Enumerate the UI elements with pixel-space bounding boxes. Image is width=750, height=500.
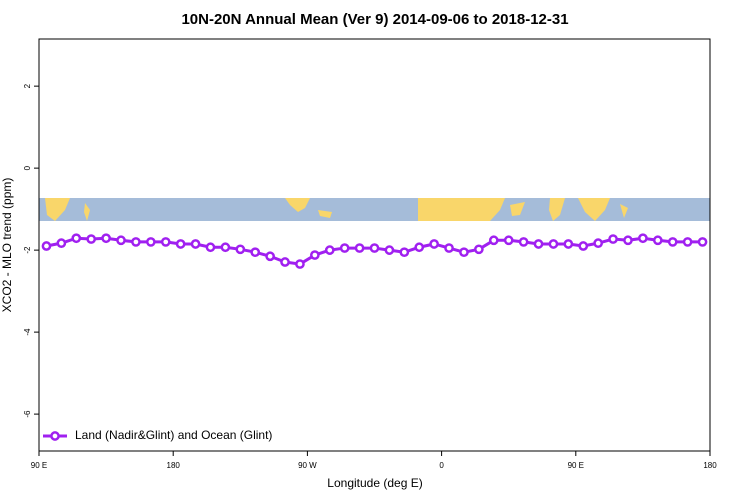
data-point: [175, 239, 186, 249]
data-point: [116, 235, 126, 246]
data-point: [399, 247, 410, 258]
y-tick-label: -6: [23, 410, 32, 418]
data-point: [190, 239, 201, 249]
data-point: [101, 233, 111, 244]
data-point: [697, 237, 708, 247]
chart-title: 10N-20N Annual Mean (Ver 9) 2014-09-06 t…: [181, 11, 568, 28]
data-point: [145, 237, 156, 247]
data-point: [503, 235, 514, 246]
data-point: [429, 239, 439, 249]
data-point: [56, 238, 67, 249]
y-tick-label: 2: [23, 83, 32, 88]
data-point: [682, 237, 693, 247]
data-point: [71, 233, 82, 244]
x-tick-label: 90 E: [31, 461, 47, 470]
data-point: [593, 238, 604, 249]
data-point: [41, 241, 52, 251]
x-tick-label: 180: [167, 461, 181, 470]
y-tick-label: -2: [23, 246, 32, 254]
data-point: [280, 257, 290, 267]
x-axis-title: Longitude (deg E): [327, 476, 422, 490]
data-point: [220, 242, 231, 253]
data-point: [474, 244, 484, 255]
x-tick-label: 90 E: [568, 461, 584, 470]
y-tick-label: -4: [23, 328, 32, 336]
data-point: [86, 234, 97, 244]
data-point: [533, 239, 544, 249]
data-point: [324, 245, 335, 255]
data-point: [444, 243, 454, 253]
data-point: [295, 259, 305, 269]
data-point: [250, 247, 261, 258]
plot-frame: [38, 38, 711, 452]
data-point: [638, 233, 648, 244]
y-axis-title: XCO2 - MLO trend (ppm): [0, 178, 14, 313]
data-point: [652, 235, 663, 246]
map-strip: [39, 198, 710, 221]
x-tick-label: 90 W: [298, 461, 317, 470]
legend-label: Land (Nadir&Glint) and Ocean (Glint): [75, 428, 272, 442]
data-point: [131, 237, 141, 247]
data-point: [339, 243, 350, 253]
data-point: [310, 250, 320, 260]
data-point: [578, 241, 589, 251]
data-point: [235, 244, 246, 255]
data-point: [608, 234, 618, 244]
data-point: [354, 243, 365, 253]
data-point: [488, 235, 499, 246]
data-point: [623, 235, 633, 246]
data-point: [518, 237, 529, 247]
data-point: [160, 237, 171, 247]
data-point: [414, 242, 425, 253]
data-point: [205, 242, 216, 253]
x-tick-label: 180: [703, 461, 717, 470]
x-tick-label: 0: [439, 461, 444, 470]
legend-marker: [50, 431, 60, 441]
data-point: [563, 239, 574, 249]
data-point: [369, 243, 380, 253]
data-point: [667, 237, 678, 247]
data-point: [548, 239, 559, 249]
data-point: [265, 251, 275, 262]
data-point: [384, 245, 395, 255]
y-tick-label: 0: [23, 165, 32, 170]
data-point: [459, 247, 469, 258]
